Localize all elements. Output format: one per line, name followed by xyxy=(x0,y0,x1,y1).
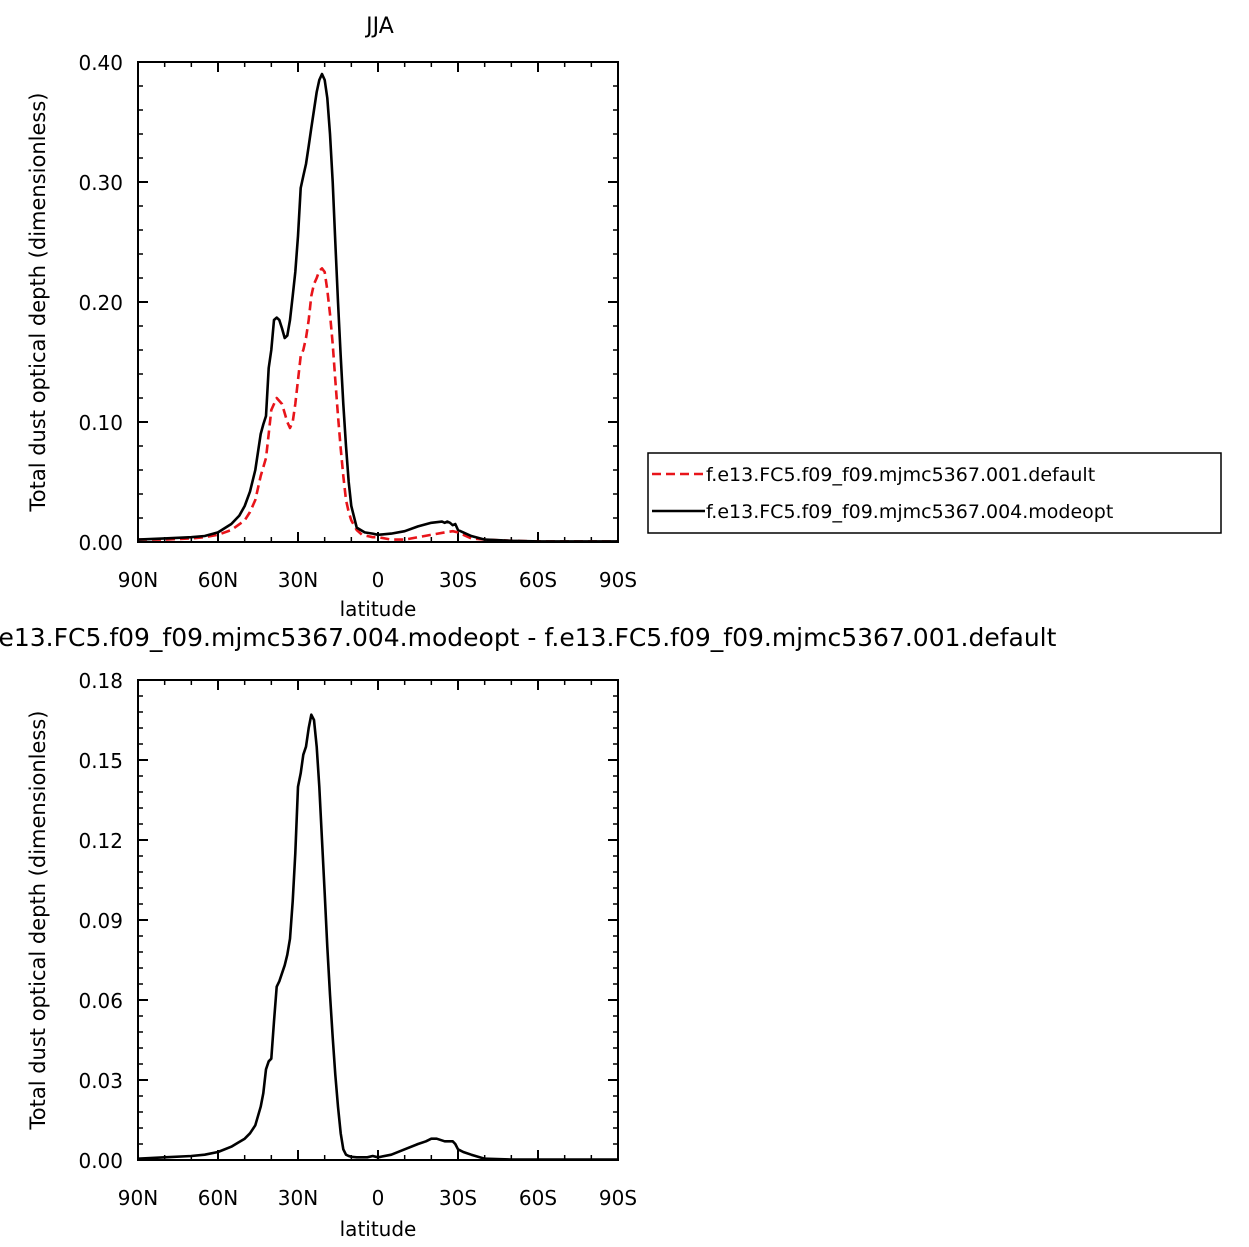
top-ticks xyxy=(137,61,619,543)
top-y-tick-label: 0.30 xyxy=(78,171,123,195)
top-x-tick-label: 90S xyxy=(599,568,637,592)
top-series-line-0 xyxy=(138,267,618,543)
bottom-y-axis-label: Total dust optical depth (dimensionless) xyxy=(26,711,50,1131)
legend: f.e13.FC5.f09_f09.mjmc5367.001.default f… xyxy=(647,452,1222,534)
bottom-y-tick-label: 0.03 xyxy=(78,1069,123,1093)
bottom-plot-frame xyxy=(137,679,619,1161)
bottom-x-tick-label: 30N xyxy=(278,1186,318,1210)
bottom-y-tick-label: 0.12 xyxy=(78,829,123,853)
top-plot-frame xyxy=(137,61,619,543)
legend-label-default: f.e13.FC5.f09_f09.mjmc5367.001.default xyxy=(706,464,1095,486)
bottom-ticks xyxy=(137,679,619,1161)
top-y-axis-label: Total dust optical depth (dimensionless) xyxy=(26,93,50,513)
bottom-y-tick-label: 0.09 xyxy=(78,909,123,933)
top-x-axis-label: latitude xyxy=(340,597,417,621)
legend-label-modeopt: f.e13.FC5.f09_f09.mjmc5367.004.modeopt xyxy=(706,501,1113,523)
bottom-series-line-0 xyxy=(137,713,618,1161)
bottom-y-tick-label: 0.00 xyxy=(78,1149,123,1173)
top-y-tick-label: 0.10 xyxy=(78,411,123,435)
bottom-x-axis-label: latitude xyxy=(340,1217,417,1241)
bottom-x-tick-label: 60S xyxy=(519,1186,557,1210)
bottom-tick-labels: 90N 60N 30N 0 30S 60S 90S 0.00 0.03 0.06 0.09 0.12 0… xyxy=(78,669,637,1210)
bottom-y-tick-label: 0.06 xyxy=(78,989,123,1013)
bottom-series-lines xyxy=(137,713,618,1161)
bottom-chart-title: f.e13.FC5.f09_f09.mjmc5367.004.modeopt -… xyxy=(0,623,1057,652)
bottom-chart: f.e13.FC5.f09_f09.mjmc5367.004.modeopt -… xyxy=(0,623,1057,1241)
top-x-tick-label: 30N xyxy=(278,568,318,592)
top-x-tick-label: 90N xyxy=(118,568,158,592)
top-tick-labels: 90N 60N 30N 0 30S 60S 90S 0.00 0.10 0.20 0.30 0.40 xyxy=(78,51,637,592)
legend-box xyxy=(647,452,1222,534)
top-series-line-1 xyxy=(137,72,618,543)
top-y-tick-label: 0.20 xyxy=(78,291,123,315)
bottom-x-tick-label: 90N xyxy=(118,1186,158,1210)
top-chart: JJA Total dust optical depth (dimensionl… xyxy=(26,14,637,621)
bottom-x-tick-label: 30S xyxy=(439,1186,477,1210)
top-x-tick-label: 30S xyxy=(439,568,477,592)
bottom-x-tick-label: 60N xyxy=(198,1186,238,1210)
top-series-lines xyxy=(137,72,618,543)
bottom-y-tick-label: 0.15 xyxy=(78,749,123,773)
top-y-tick-label: 0.00 xyxy=(78,531,123,555)
top-x-tick-label: 60N xyxy=(198,568,238,592)
bottom-x-tick-label: 90S xyxy=(599,1186,637,1210)
top-y-tick-label: 0.40 xyxy=(78,51,123,75)
top-x-tick-label: 0 xyxy=(372,568,385,592)
top-x-tick-label: 60S xyxy=(519,568,557,592)
bottom-y-tick-label: 0.18 xyxy=(78,669,123,693)
top-chart-title: JJA xyxy=(364,14,394,39)
bottom-x-tick-label: 0 xyxy=(372,1186,385,1210)
